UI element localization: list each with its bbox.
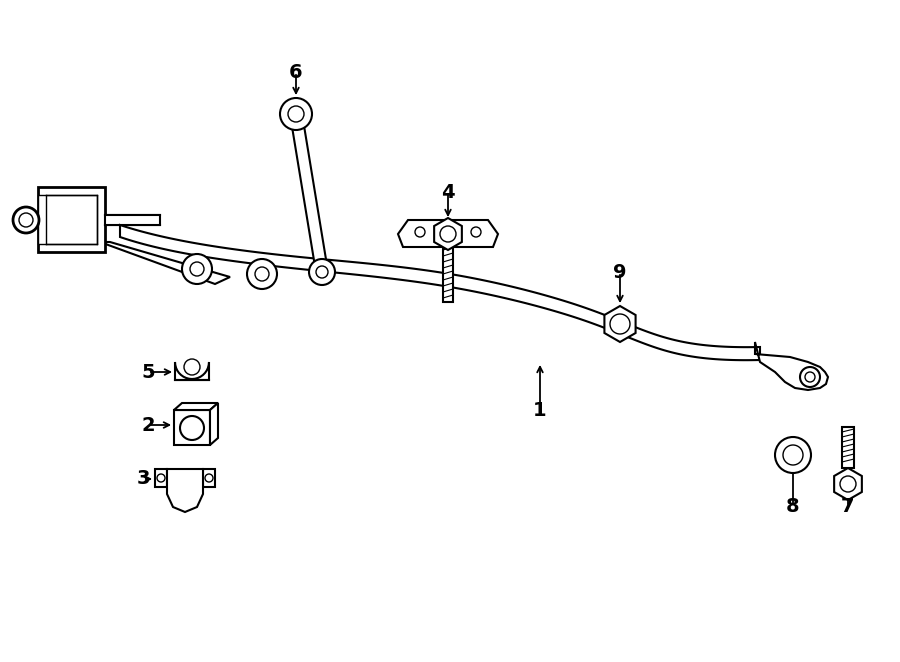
Text: 1: 1 bbox=[533, 401, 547, 420]
Circle shape bbox=[13, 207, 39, 233]
Text: 6: 6 bbox=[289, 62, 302, 81]
Circle shape bbox=[805, 372, 815, 382]
Circle shape bbox=[247, 259, 277, 289]
Polygon shape bbox=[167, 469, 203, 512]
Polygon shape bbox=[120, 225, 760, 360]
Circle shape bbox=[800, 367, 820, 387]
Polygon shape bbox=[443, 247, 453, 302]
Polygon shape bbox=[210, 403, 218, 445]
Polygon shape bbox=[175, 362, 209, 380]
Text: 9: 9 bbox=[613, 263, 626, 281]
Text: 3: 3 bbox=[136, 469, 149, 489]
Circle shape bbox=[783, 445, 803, 465]
Polygon shape bbox=[398, 220, 498, 247]
Polygon shape bbox=[290, 113, 328, 273]
Polygon shape bbox=[605, 306, 635, 342]
Circle shape bbox=[775, 437, 811, 473]
Polygon shape bbox=[174, 410, 210, 445]
Text: 4: 4 bbox=[441, 183, 454, 201]
Polygon shape bbox=[834, 468, 862, 500]
Polygon shape bbox=[842, 427, 854, 468]
Circle shape bbox=[610, 314, 630, 334]
Circle shape bbox=[309, 259, 335, 285]
Circle shape bbox=[415, 227, 425, 237]
Polygon shape bbox=[38, 187, 105, 252]
Polygon shape bbox=[203, 469, 215, 487]
Circle shape bbox=[471, 227, 481, 237]
Polygon shape bbox=[38, 195, 97, 244]
Polygon shape bbox=[100, 242, 230, 284]
Circle shape bbox=[440, 226, 456, 242]
Circle shape bbox=[180, 416, 204, 440]
Circle shape bbox=[316, 266, 328, 278]
Circle shape bbox=[205, 474, 213, 482]
Text: 8: 8 bbox=[787, 498, 800, 516]
Polygon shape bbox=[105, 215, 160, 225]
Circle shape bbox=[840, 476, 856, 492]
Circle shape bbox=[182, 254, 212, 284]
Circle shape bbox=[190, 262, 204, 276]
Circle shape bbox=[255, 267, 269, 281]
Circle shape bbox=[184, 359, 200, 375]
Polygon shape bbox=[434, 218, 462, 250]
Circle shape bbox=[280, 98, 312, 130]
Polygon shape bbox=[755, 342, 828, 390]
Circle shape bbox=[288, 106, 304, 122]
Text: 5: 5 bbox=[141, 363, 155, 381]
Text: 7: 7 bbox=[842, 498, 855, 516]
Text: 2: 2 bbox=[141, 416, 155, 434]
Circle shape bbox=[157, 474, 165, 482]
Polygon shape bbox=[174, 403, 218, 410]
Polygon shape bbox=[155, 469, 167, 487]
Circle shape bbox=[19, 213, 33, 227]
